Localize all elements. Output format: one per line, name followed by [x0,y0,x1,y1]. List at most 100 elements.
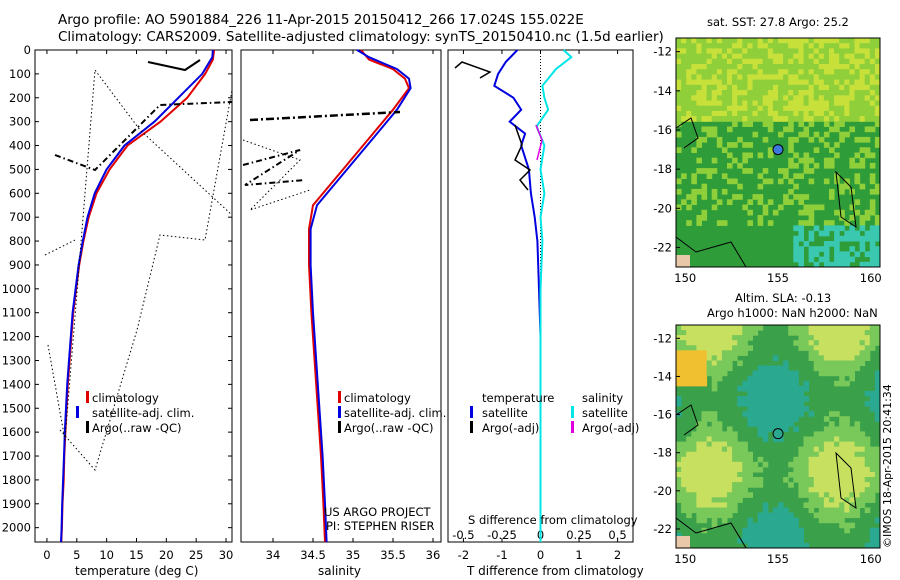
map-cell [844,507,850,514]
map-cell [686,38,692,44]
map-cell [803,116,810,122]
map-cell [721,64,728,70]
map-cell [859,48,866,55]
map-cell [859,436,866,443]
map-x-tick-label: 150 [674,271,696,285]
map-cell [686,497,692,503]
map-cell [737,492,743,498]
map-cell [762,426,769,432]
map-cell [706,512,713,519]
map-cell [681,64,687,70]
map-cell [823,507,830,514]
map-cell [874,456,881,463]
map-cell [691,461,697,468]
map-cell [686,375,692,382]
map-cell [844,355,850,361]
map-cell [752,90,759,96]
map-cell [737,58,743,65]
map-cell [757,527,764,534]
map-cell [874,183,881,190]
map-cell [752,477,759,483]
map-cell [767,79,774,86]
map-cell [859,53,866,60]
map-cell [706,466,713,473]
map-cell [778,390,784,397]
map-cell [778,48,784,55]
map-cell [762,365,769,372]
map-cell [798,121,804,127]
map-cell [742,532,748,539]
map-cell [747,69,753,75]
map-cell [813,225,820,232]
map-cell [793,340,799,346]
map-cell [732,345,738,351]
map-cell [742,466,748,473]
map-cell [686,95,692,101]
map-cell [829,436,835,443]
map-cell [823,105,830,112]
map-cell [808,121,815,127]
map-cell [788,38,794,44]
map-cell [762,517,769,524]
map-cell [681,199,687,205]
map-cell [793,79,799,86]
map-cell [829,100,835,107]
map-cell [783,507,789,514]
map-cell [681,43,687,49]
map-cell [716,136,723,143]
map-cell [874,396,881,402]
map-cell [793,406,799,412]
map-cell [772,390,779,397]
map-cell [793,542,799,549]
map-cell [752,390,759,397]
map-cell [823,74,830,81]
map-cell [788,64,794,70]
map-cell [721,461,728,468]
map-cell [823,355,830,361]
map-cell [742,335,748,341]
map-cell [742,105,748,112]
map-cell [742,411,748,417]
map-cell [849,466,855,473]
map-y-tick-label: -20 [653,201,672,215]
map-cell [742,401,748,407]
map-cell [788,390,794,397]
map-cell [691,456,697,463]
map-cell [757,43,764,49]
map-cell [742,350,748,356]
map-cell [869,472,876,478]
map-cell [762,416,769,422]
map-cell [818,84,825,91]
map-cell [701,426,708,432]
map-cell [727,507,733,514]
map-cell [762,74,769,81]
map-cell [686,194,692,200]
map-cell [778,507,784,514]
map-cell [701,436,708,443]
map-cell [788,84,794,91]
map-cell [869,48,876,55]
map-cell [701,168,708,174]
map-cell [798,482,804,488]
map-cell [706,370,713,377]
map-cell [778,74,784,81]
map-cell [839,451,845,458]
x-tick-label: -2 [458,548,469,562]
map-cell [849,451,855,458]
map-cell [732,472,738,478]
map-cell [829,365,835,372]
map-cell [844,53,850,60]
map-cell [701,472,708,478]
map-cell [793,194,799,200]
map-cell [803,220,810,226]
map-cell [798,330,804,336]
map-cell [783,95,789,101]
map-cell [762,121,769,127]
map-cell [706,110,713,117]
map-cell [798,340,804,346]
map-cell [818,355,825,361]
map-cell [834,230,840,237]
map-cell [829,188,835,195]
map-cell [752,385,759,392]
map-cell [742,116,748,122]
